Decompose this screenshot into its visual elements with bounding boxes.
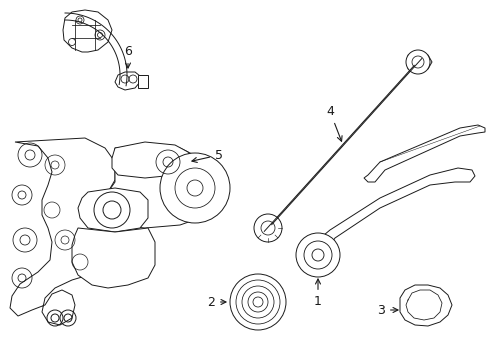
Polygon shape — [112, 142, 192, 178]
Text: 4: 4 — [326, 105, 342, 141]
Text: 1: 1 — [314, 279, 322, 308]
Polygon shape — [78, 188, 148, 232]
Text: 6: 6 — [124, 45, 132, 68]
Text: 2: 2 — [207, 296, 226, 309]
Polygon shape — [72, 228, 155, 288]
Circle shape — [406, 50, 430, 74]
Polygon shape — [305, 168, 475, 268]
Circle shape — [296, 233, 340, 277]
Polygon shape — [408, 55, 432, 69]
Polygon shape — [400, 285, 452, 326]
Polygon shape — [115, 72, 140, 90]
Polygon shape — [10, 138, 115, 325]
Text: 3: 3 — [377, 303, 398, 316]
Circle shape — [230, 274, 286, 330]
Circle shape — [160, 153, 230, 223]
Polygon shape — [364, 125, 485, 182]
Polygon shape — [108, 145, 215, 228]
Circle shape — [254, 214, 282, 242]
Polygon shape — [63, 10, 112, 52]
Polygon shape — [138, 75, 148, 88]
Text: 5: 5 — [192, 149, 223, 162]
